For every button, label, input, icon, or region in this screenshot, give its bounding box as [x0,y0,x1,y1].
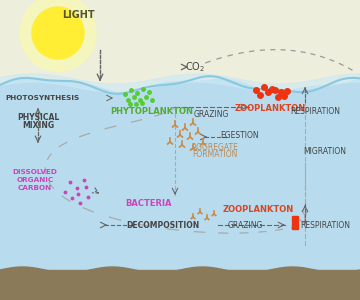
Polygon shape [0,78,360,270]
Text: EGESTION: EGESTION [221,130,259,140]
Text: CARBON: CARBON [18,185,52,191]
Bar [0,0,360,90]
Text: ORGANIC: ORGANIC [16,177,54,183]
Text: CO$_2$: CO$_2$ [185,60,205,74]
Text: PHYTOPLANKTON: PHYTOPLANKTON [111,107,194,116]
Text: LIGHT: LIGHT [62,10,94,20]
Text: PHYSICAL: PHYSICAL [17,112,59,122]
Circle shape [32,7,84,59]
Text: BACTERIA: BACTERIA [125,200,171,208]
Text: ZOOPLANKTON: ZOOPLANKTON [222,206,294,214]
Text: ZOOPLANKTON: ZOOPLANKTON [234,104,306,113]
Text: MIXING: MIXING [22,121,54,130]
Text: GRAZING: GRAZING [193,110,229,119]
Text: GRAZING: GRAZING [227,220,263,230]
Text: FORMATION: FORMATION [192,150,238,159]
Text: MIGRATION: MIGRATION [303,148,346,157]
Text: RESPIRATION: RESPIRATION [300,220,350,230]
Text: DECOMPOSITION: DECOMPOSITION [126,220,200,230]
Bar [0,270,360,300]
Text: AGGREGATE: AGGREGATE [192,143,238,152]
Text: PHOTOSYNTHESIS: PHOTOSYNTHESIS [5,95,79,101]
Text: DISSOLVED: DISSOLVED [13,169,58,175]
Circle shape [20,0,96,71]
Text: RESPIRATION: RESPIRATION [290,107,340,116]
